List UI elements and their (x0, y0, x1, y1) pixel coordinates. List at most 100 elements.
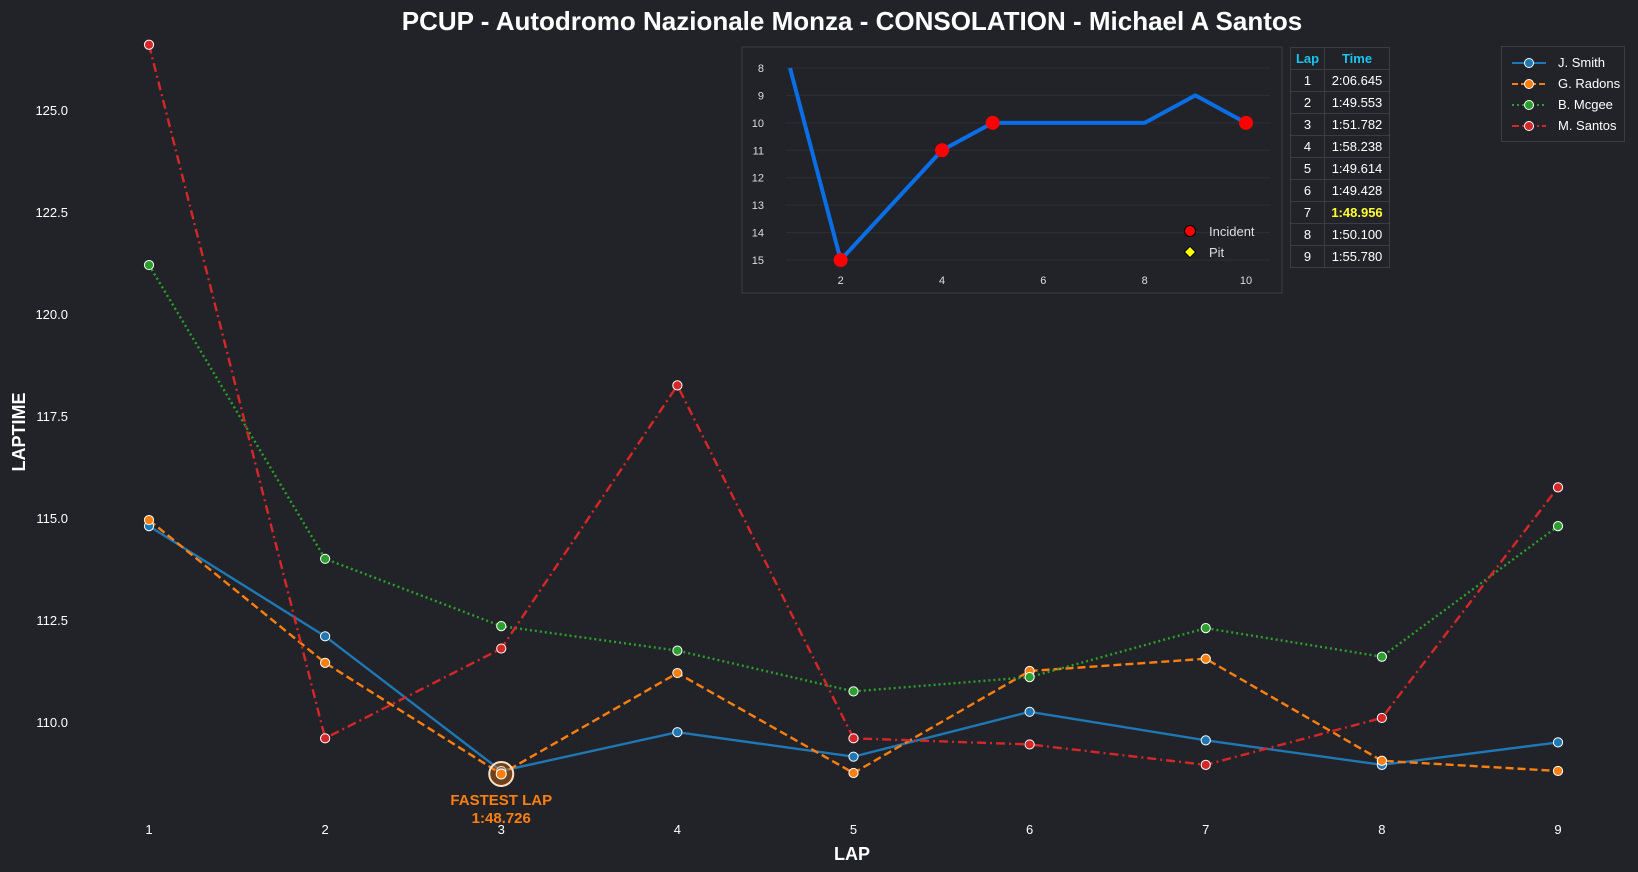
inset-position-line (788, 67, 1253, 267)
x-tick-label: 7 (1202, 822, 1209, 837)
data-point (848, 751, 859, 762)
incident-legend-marker (1184, 225, 1196, 237)
lap-cell: 3 (1290, 113, 1325, 136)
lap-cell: 2 (1290, 91, 1325, 114)
inset-x-tick: 10 (1240, 275, 1252, 287)
inset-legend: Incident Pit (1183, 224, 1255, 260)
legend-line-icon (1512, 58, 1546, 68)
incident-marker (985, 115, 1000, 130)
pit-legend-label: Pit (1209, 245, 1225, 260)
legend-label: M. Santos (1558, 118, 1617, 133)
best-time-cell: 1:48.956 (1324, 201, 1390, 224)
inset-y-tick: 11 (753, 145, 764, 157)
main-legend: J. Smith G. Radons B. Mcgee M. Santos (1501, 46, 1625, 142)
time-cell: 1:49.428 (1324, 179, 1390, 202)
chart-title: PCUP - Autodromo Nazionale Monza - CONSO… (402, 6, 1302, 36)
x-tick-label: 3 (498, 822, 505, 837)
lap-cell: 6 (1290, 179, 1325, 202)
x-tick-label: 8 (1378, 822, 1385, 837)
inset-x-tick: 8 (1142, 275, 1148, 287)
time-cell: 2:06.645 (1324, 69, 1390, 92)
data-point (1024, 739, 1035, 750)
data-point (1376, 651, 1387, 662)
data-point (143, 259, 155, 271)
main-series-group (143, 39, 1564, 780)
x-axis-label: LAP (834, 844, 870, 864)
lap-cell: 9 (1290, 245, 1325, 268)
data-point (320, 733, 331, 744)
time-cell: 1:55.780 (1324, 245, 1390, 268)
data-point (143, 39, 155, 50)
x-tick-label: 1 (145, 822, 152, 837)
table-row: 3 1:51.782 (1290, 113, 1390, 136)
lap-cell: 1 (1290, 69, 1325, 92)
lap-column-header: Lap (1290, 47, 1325, 70)
lap-cell: 7 (1290, 201, 1325, 224)
legend-label: G. Radons (1558, 76, 1621, 91)
inset-y-tick: 14 (752, 228, 764, 240)
legend-line-icon (1512, 121, 1546, 131)
table-row: 9 1:55.780 (1290, 245, 1390, 268)
x-tick-label: 4 (674, 822, 681, 837)
data-point (1200, 653, 1211, 664)
y-tick-label: 122.5 (35, 205, 68, 220)
legend-item: G. Radons (1510, 74, 1626, 94)
data-point (143, 514, 155, 526)
time-cell: 1:51.782 (1324, 113, 1390, 136)
inset-y-tick: 9 (758, 90, 764, 102)
inset-x-tick: 2 (838, 275, 844, 287)
inset-ticks: 8 9 10 11 12 13 14 15 2 4 6 8 10 (752, 63, 1252, 287)
data-point (672, 645, 683, 656)
table-row: 4 1:58.238 (1290, 135, 1390, 158)
data-point (1552, 765, 1564, 777)
fastest-lap-time: 1:48.726 (472, 810, 531, 827)
legend-item: J. Smith (1510, 53, 1626, 73)
data-point (848, 767, 859, 779)
data-point (1552, 737, 1564, 748)
data-point (1200, 623, 1211, 634)
table-row: 8 1:50.100 (1290, 223, 1390, 246)
data-point (672, 380, 683, 391)
inset-x-tick: 6 (1040, 275, 1046, 287)
data-point (672, 667, 683, 679)
series-line (147, 264, 1559, 693)
inset-y-tick: 15 (752, 255, 764, 267)
data-point (1552, 482, 1564, 493)
x-tick-label: 2 (322, 822, 329, 837)
x-tick-label: 6 (1026, 822, 1033, 837)
data-point (496, 643, 507, 654)
inset-y-tick: 12 (752, 173, 764, 185)
time-cell: 1:49.553 (1324, 91, 1390, 114)
y-tick-label: 115.0 (36, 511, 68, 526)
y-tick-label: 120.0 (35, 307, 68, 322)
data-point (1376, 755, 1387, 766)
main-axis-ticks: 1 2 3 4 5 6 7 8 9110.0112.5115.0117.5120.0122.51… (35, 103, 1561, 837)
legend-item: B. Mcgee (1510, 95, 1626, 115)
legend-label: B. Mcgee (1558, 97, 1613, 112)
legend-line-icon (1512, 79, 1546, 89)
lap-table-header-row: Lap Time (1290, 47, 1390, 70)
x-tick-label: 9 (1554, 822, 1561, 837)
series-line (147, 44, 1559, 767)
data-point (848, 733, 859, 744)
data-point (1024, 706, 1035, 717)
data-point (320, 657, 331, 668)
table-row: 2 1:49.553 (1290, 91, 1390, 114)
table-row: 6 1:49.428 (1290, 179, 1390, 202)
data-point (1552, 521, 1564, 532)
data-point (1024, 672, 1035, 683)
time-cell: 1:58.238 (1324, 135, 1390, 158)
data-point (848, 686, 859, 697)
y-tick-label: 125.0 (35, 103, 68, 118)
position-inset-chart: 8 9 10 11 12 13 14 15 2 4 6 8 10 Incident Pit (741, 46, 1283, 294)
time-cell: 1:49.614 (1324, 157, 1390, 180)
y-axis-label: LAPTIME (9, 393, 29, 472)
incident-marker (833, 253, 848, 267)
incident-legend-label: Incident (1209, 224, 1255, 239)
table-row: 1 2:06.645 (1290, 69, 1390, 92)
data-point (1376, 712, 1387, 724)
lap-times-table: Lap Time 1 2:06.645 2 1:49.553 3 1:51.782 4… (1290, 47, 1390, 268)
x-tick-label: 5 (850, 822, 857, 837)
